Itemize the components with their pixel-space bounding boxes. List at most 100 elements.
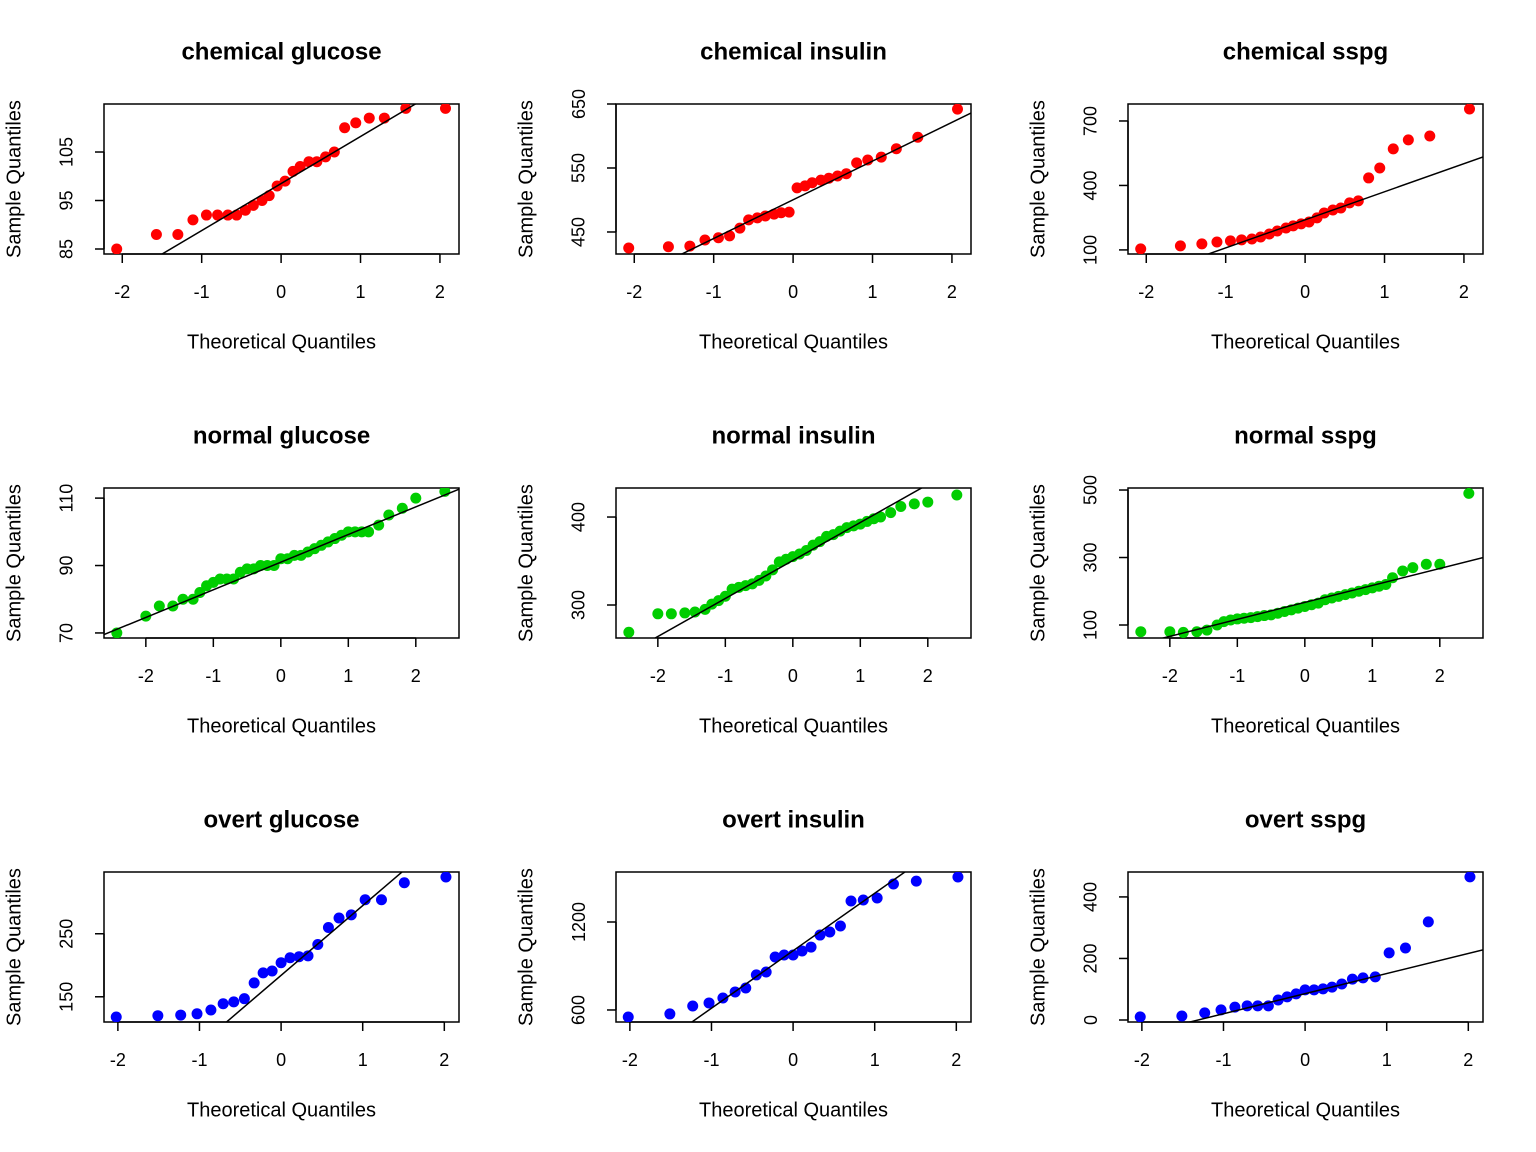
point [806, 177, 818, 189]
point [719, 590, 731, 602]
point [1241, 1000, 1253, 1012]
point [239, 204, 251, 216]
point [177, 593, 189, 605]
point [687, 1000, 699, 1012]
y-axis-title: Sample Quantiles [3, 100, 25, 258]
point [375, 894, 387, 906]
y-tick-label: 400 [1081, 170, 1101, 200]
point [1383, 947, 1395, 959]
point [1464, 872, 1476, 883]
point [1399, 942, 1411, 954]
y-tick-label: 650 [569, 89, 589, 119]
qq-line [1206, 156, 1483, 254]
x-tick-label: -1 [706, 282, 722, 302]
point [885, 507, 897, 519]
point [1224, 235, 1236, 247]
panel-title: normal sspg [1234, 422, 1377, 449]
point [339, 122, 351, 134]
point [1424, 130, 1436, 142]
x-axis-title: Theoretical Quantiles [1211, 331, 1400, 353]
y-axis-title: Sample Quantiles [1027, 100, 1049, 258]
point [440, 104, 451, 114]
point [1335, 202, 1347, 214]
point [1387, 143, 1399, 155]
point [1374, 162, 1386, 174]
point [187, 214, 199, 226]
point [1463, 488, 1475, 499]
y-tick-label: 90 [57, 556, 77, 576]
qq-line [104, 488, 459, 636]
point [383, 509, 395, 521]
qq-line [690, 872, 907, 1022]
panel: overt insulin Theoretical Quantiles Sample… [515, 806, 972, 1121]
point [1174, 240, 1186, 252]
y-tick-label: 300 [569, 590, 589, 620]
point [724, 230, 736, 242]
y-tick-label: 95 [57, 190, 77, 210]
point [398, 877, 410, 889]
qq-line [225, 872, 404, 1022]
point [622, 1011, 634, 1022]
panel-title: chemical glucose [181, 38, 381, 65]
plot-frame [1127, 871, 1484, 1023]
point [871, 892, 883, 904]
point [910, 875, 922, 887]
y-axis-title: Sample Quantiles [1027, 484, 1049, 642]
x-tick-label: -1 [1229, 666, 1245, 686]
point [814, 929, 826, 941]
point [152, 1010, 164, 1022]
x-tick-label: -2 [110, 1050, 126, 1070]
point [248, 977, 260, 989]
point [1134, 1011, 1146, 1022]
point [150, 228, 162, 240]
plot-area [104, 488, 459, 638]
plot-area [111, 104, 451, 254]
x-tick-label: 0 [788, 666, 798, 686]
x-tick-label: -2 [138, 666, 154, 686]
point [664, 1008, 676, 1020]
point [373, 519, 385, 531]
y-tick-label: 700 [1081, 106, 1101, 136]
point [212, 209, 224, 221]
panel: chemical insulin Theoretical Quantiles Sam… [515, 38, 972, 353]
point [1135, 626, 1147, 638]
x-tick-label: 1 [1380, 282, 1390, 302]
panel: overt sspg Theoretical Quantiles Sample Qu… [1027, 806, 1484, 1121]
point [734, 222, 746, 234]
y-axis-title: Sample Quantiles [3, 484, 25, 642]
x-tick-label: 2 [947, 282, 957, 302]
y-tick-label: 85 [57, 239, 77, 259]
point [200, 209, 212, 221]
point [322, 921, 334, 933]
point [363, 526, 375, 538]
y-tick-label: 250 [57, 919, 77, 949]
point [293, 951, 305, 963]
panel: chemical glucose Theoretical Quantiles Sam… [3, 38, 460, 353]
point [1422, 916, 1434, 928]
point [775, 207, 787, 219]
x-tick-label: 2 [1435, 666, 1445, 686]
panel-title: normal insulin [711, 422, 875, 449]
point [908, 498, 920, 510]
point [805, 941, 817, 953]
qq-line [1160, 556, 1483, 638]
x-tick-label: 2 [411, 666, 421, 686]
point [111, 243, 123, 254]
point [228, 996, 240, 1008]
x-tick-label: 2 [435, 282, 445, 302]
plot-area [1134, 872, 1483, 1022]
point [228, 573, 240, 585]
point [875, 511, 887, 523]
panel-title: normal glucose [193, 422, 370, 449]
panel-title: chemical insulin [700, 38, 887, 65]
y-tick-label: 100 [1081, 610, 1101, 640]
point [679, 607, 691, 619]
point [350, 117, 362, 129]
x-axis-title: Theoretical Quantiles [699, 1099, 888, 1121]
y-axis-title: Sample Quantiles [515, 484, 537, 642]
point [247, 199, 259, 211]
y-tick-label: 600 [569, 995, 589, 1025]
point [699, 234, 711, 246]
point [191, 1008, 203, 1020]
